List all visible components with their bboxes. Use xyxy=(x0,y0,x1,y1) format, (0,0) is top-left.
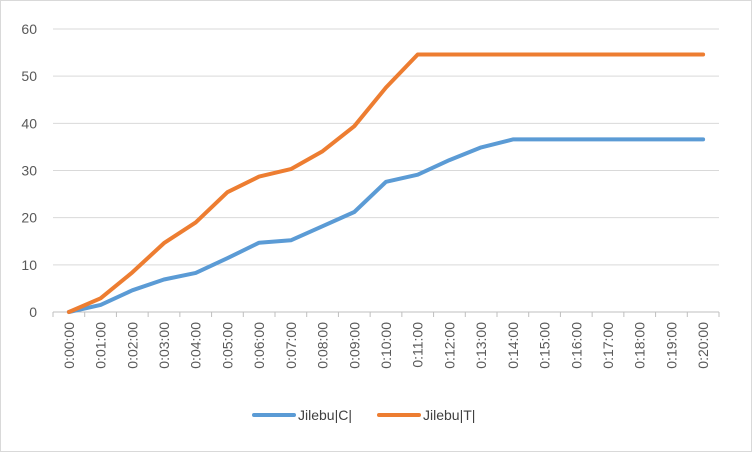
x-tick-label: 0:16:00 xyxy=(568,322,584,369)
y-axis-ticks: 0 10 20 30 40 50 60 xyxy=(21,21,37,320)
y-tick-label: 10 xyxy=(21,257,37,273)
x-tick-label: 0:11:00 xyxy=(410,322,426,368)
legend-label: Jilebu|T| xyxy=(423,407,475,423)
x-tick-label: 0:10:00 xyxy=(378,322,394,369)
series-lines xyxy=(66,52,706,314)
y-tick-label: 50 xyxy=(21,68,37,84)
series-line-1 xyxy=(66,137,706,314)
x-tick-label: 0:14:00 xyxy=(505,322,521,369)
x-tick-label: 0:04:00 xyxy=(188,322,204,369)
y-tick-label: 40 xyxy=(21,115,37,131)
y-tick-label: 0 xyxy=(29,304,37,320)
x-axis-ticks: 0:00:00 0:01:00 0:02:00 0:03:00 0:04:00 0:05:… xyxy=(52,312,720,369)
x-tick-label: 0:20:00 xyxy=(695,322,711,369)
legend-label: Jilebu|C| xyxy=(298,407,352,423)
x-tick-label: 0:06:00 xyxy=(251,322,267,369)
x-tick-label: 0:18:00 xyxy=(632,322,648,369)
y-tick-label: 20 xyxy=(21,210,37,226)
x-tick-label: 0:08:00 xyxy=(315,322,331,369)
x-tick-label: 0:13:00 xyxy=(473,322,489,369)
x-tick-label: 0:01:00 xyxy=(93,322,109,369)
x-tick-label: 0:15:00 xyxy=(537,322,553,369)
x-tick-label: 0:00:00 xyxy=(61,322,77,369)
legend: Jilebu|C| Jilebu|T| xyxy=(252,407,475,423)
x-tick-label: 0:12:00 xyxy=(441,322,457,369)
x-tick-label: 0:05:00 xyxy=(219,322,235,369)
x-tick-label: 0:17:00 xyxy=(600,322,616,369)
x-tick-label: 0:09:00 xyxy=(346,322,362,369)
y-tick-label: 60 xyxy=(21,21,37,37)
y-tick-label: 30 xyxy=(21,163,37,179)
x-tick-label: 0:07:00 xyxy=(283,322,299,369)
x-tick-label: 0:02:00 xyxy=(124,322,140,369)
x-tick-label: 0:03:00 xyxy=(156,322,172,369)
series-line-2 xyxy=(66,52,706,314)
gridlines xyxy=(53,28,719,313)
x-tick-label: 0:19:00 xyxy=(663,322,679,369)
